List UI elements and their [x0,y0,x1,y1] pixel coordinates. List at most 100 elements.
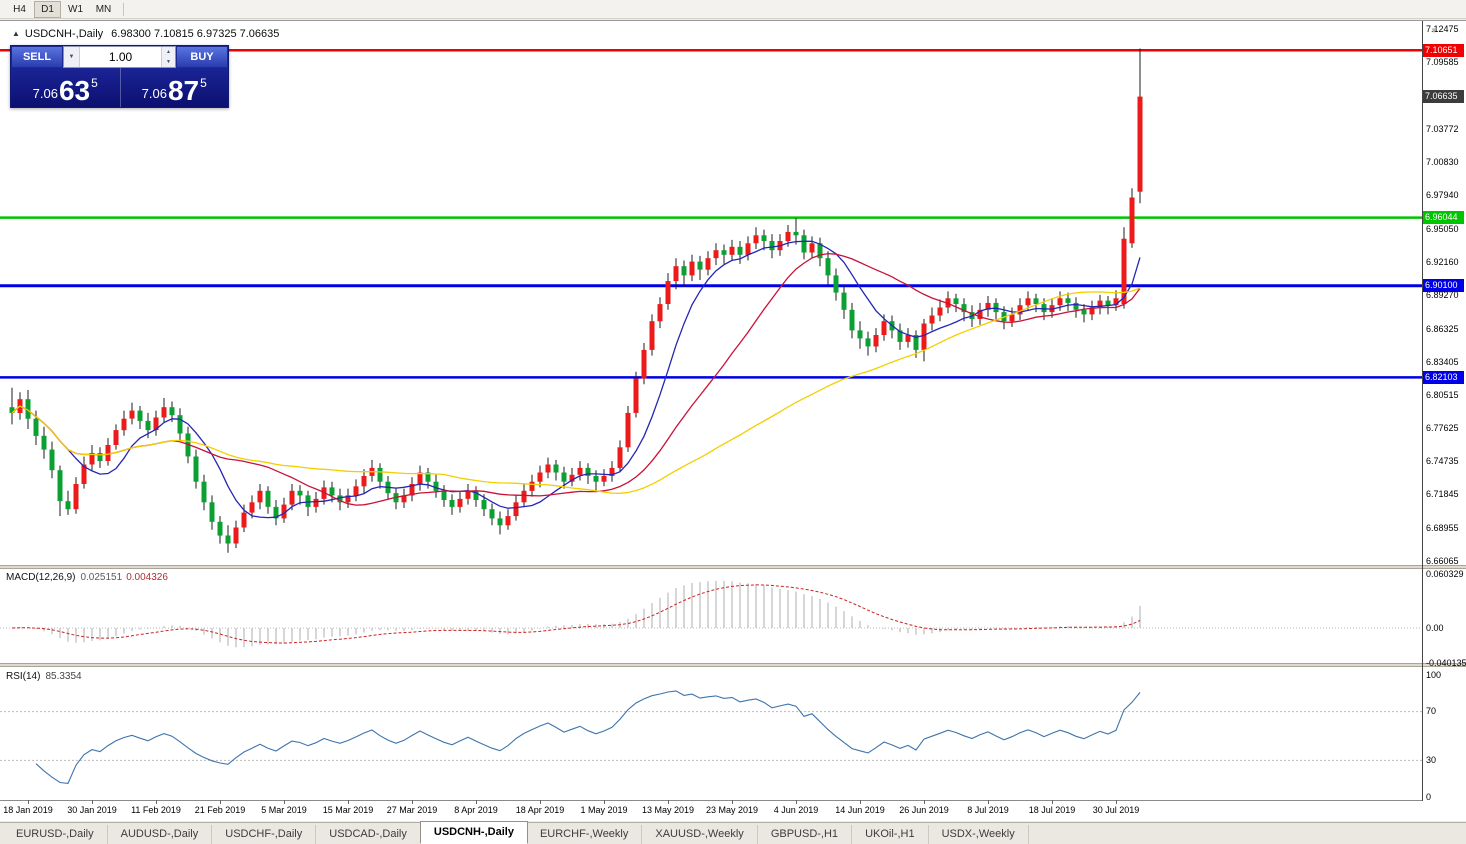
date-label: 30 Jan 2019 [67,805,117,815]
chart-title: ▲ USDCNH-,Daily 6.98300 7.10815 6.97325 7.… [12,28,279,40]
chart-tab-usdchf-daily[interactable]: USDCHF-,Daily [212,825,317,844]
volume-dropdown-icon[interactable]: ▼ [64,47,80,67]
date-axis[interactable]: 18 Jan 2019 30 Jan 2019 11 Feb 2019 21 Feb … [0,801,1422,821]
chart-window: 7.12475 7.09585 7.03772 7.00830 6.97940 6.950… [0,20,1466,821]
price-axis-label: 6.77625 [1426,423,1459,434]
chart-title-symbol: USDCNH-,Daily [24,28,104,40]
timeframe-button-w1[interactable]: W1 [68,3,83,15]
date-label: 1 May 2019 [580,805,628,815]
date-tick [156,800,157,804]
date-label: 23 May 2019 [705,805,759,815]
date-label: 18 Jan 2019 [3,805,53,815]
volume-input[interactable]: 1.00 [108,50,133,64]
chart-tab-gbpusd-h1[interactable]: GBPUSD-,H1 [758,825,853,844]
macd-label: MACD(12,26,9) 0.025151 0.004326 [6,572,168,583]
date-label: 8 Jul 2019 [967,805,1009,815]
date-tick [1116,800,1117,804]
macd-signal-value: 0.004326 [126,572,168,583]
price-axis[interactable]: 7.12475 7.09585 7.03772 7.00830 6.97940 6.950… [1423,21,1466,802]
hline-price-badge: 7.10651 [1423,43,1464,57]
chart-tab-audusd-daily[interactable]: AUDUSD-,Daily [108,825,213,844]
date-label: 21 Feb 2019 [194,805,246,815]
price-axis-label: 6.68955 [1426,522,1459,533]
price-axis-label: 6.80515 [1426,390,1459,401]
chart-tab-bar: EURUSD-,Daily AUDUSD-,Daily USDCHF-,Daily U… [0,821,1466,844]
main-chart-pane[interactable] [0,21,1422,565]
price-axis-label: 7.09585 [1426,56,1459,67]
timeframe-button-d1[interactable]: D1 [34,0,61,18]
macd-name: MACD(12,26,9) [6,572,76,583]
date-label: 8 Apr 2019 [454,805,498,815]
date-tick [220,800,221,804]
rsi-axis-label: 30 [1426,754,1437,765]
date-tick [732,800,733,804]
hline-price-badge: 6.82103 [1423,370,1464,384]
date-tick [924,800,925,804]
macd-axis-label: 0.060329 [1426,568,1464,579]
date-tick [412,800,413,804]
chart-shift-icon[interactable]: ▼ [1430,26,1438,35]
date-label: 13 May 2019 [641,805,695,815]
sell-price-prefix: 7.06 [32,86,58,101]
chart-tab-usdcnh-daily[interactable]: USDCNH-,Daily [419,821,528,844]
price-axis-label: 7.12475 [1426,23,1459,34]
chart-tab-xauusd-weekly[interactable]: XAUUSD-,Weekly [642,825,758,844]
chart-bottom-border [0,800,1422,801]
rsi-axis-label: 100 [1426,669,1442,680]
date-tick [604,800,605,804]
hline-price-badge: 6.90100 [1423,279,1464,293]
price-axis-label: 6.66065 [1426,555,1459,566]
price-axis-label: 6.86325 [1426,323,1459,334]
hline-price-badge: 6.96044 [1423,211,1464,225]
chart-tab-usdx-weekly[interactable]: USDX-,Weekly [929,825,1029,844]
macd-axis-label: 0.00 [1426,622,1444,633]
date-label: 5 Mar 2019 [261,805,307,815]
rsi-label: RSI(14) 85.3354 [6,671,82,682]
chart-tab-eurchf-weekly[interactable]: EURCHF-,Weekly [527,825,643,844]
buy-button[interactable]: BUY [176,46,228,68]
buy-price-big: 87 [167,75,200,107]
date-tick [540,800,541,804]
sell-button[interactable]: SELL [11,46,63,68]
date-label: 30 Jul 2019 [1092,805,1140,815]
date-label: 14 Jun 2019 [835,805,885,815]
volume-spin-up-icon[interactable]: ▲ [166,49,171,55]
macd-main-value: 0.025151 [80,572,123,583]
timeframe-toolbar: H4 D1 W1 MN [0,0,1466,19]
pane-splitter[interactable] [0,565,1466,569]
date-label: 11 Feb 2019 [131,805,181,815]
chart-tab-eurusd-daily[interactable]: EURUSD-,Daily [3,825,108,844]
collapse-arrow-icon[interactable]: ▲ [12,29,20,38]
pane-splitter[interactable] [0,663,1466,667]
price-axis-label: 6.83405 [1426,356,1459,367]
price-axis-label: 6.95050 [1426,223,1459,234]
horizontal-level-lines [0,48,1422,379]
sell-price[interactable]: 7.06 63 5 [11,68,120,107]
volume-spin-down-icon[interactable]: ▼ [166,59,171,65]
macd-histogram [19,580,1141,648]
chart-tab-ukoil-h1[interactable]: UKOil-,H1 [852,825,929,844]
sell-price-sup: 5 [91,76,98,90]
timeframe-button-mn[interactable]: MN [95,3,112,15]
date-label: 26 Jun 2019 [899,805,949,815]
date-label: 18 Jul 2019 [1028,805,1076,815]
date-tick [28,800,29,804]
price-axis-label: 6.71845 [1426,489,1459,500]
rsi-axis-label: 0 [1426,791,1432,802]
macd-pane[interactable] [0,569,1422,663]
volume-spinner: ▲ ▼ [161,47,175,67]
price-axis-label: 7.03772 [1426,123,1459,134]
date-label: 18 Apr 2019 [515,805,565,815]
buy-price[interactable]: 7.06 87 5 [119,68,229,107]
macd-axis-label: -0.040135 [1426,658,1466,669]
rsi-axis-label: 70 [1426,706,1437,717]
date-tick [1052,800,1053,804]
chart-tab-usdcad-daily[interactable]: USDCAD-,Daily [316,825,421,844]
rsi-pane[interactable] [0,667,1422,800]
price-axis-label: 6.97940 [1426,190,1459,201]
toolbar-separator [123,2,124,16]
timeframe-button-h4[interactable]: H4 [13,3,26,15]
volume-control: ▼ 1.00 ▲ ▼ [63,46,176,68]
date-tick [348,800,349,804]
